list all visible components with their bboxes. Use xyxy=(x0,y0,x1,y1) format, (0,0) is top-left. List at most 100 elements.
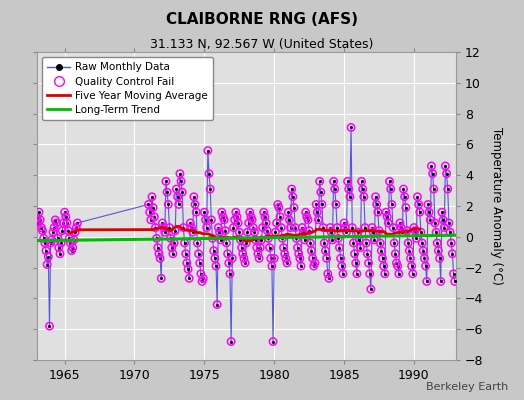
Point xyxy=(354,229,362,235)
Point xyxy=(180,240,189,246)
Point xyxy=(399,186,408,192)
Point xyxy=(190,194,198,200)
Point xyxy=(298,224,307,231)
Point xyxy=(151,224,160,231)
Point xyxy=(221,228,230,234)
Point xyxy=(256,244,265,251)
Point xyxy=(375,228,383,234)
Point xyxy=(275,204,283,211)
Point xyxy=(158,220,167,226)
Point xyxy=(72,224,81,231)
Point xyxy=(383,214,391,220)
Point xyxy=(321,248,330,254)
Point xyxy=(401,204,410,211)
Point xyxy=(49,229,57,235)
Point xyxy=(372,194,380,200)
Point xyxy=(148,194,156,200)
Point xyxy=(248,217,256,223)
Point xyxy=(339,270,347,277)
Point xyxy=(189,229,197,235)
Point xyxy=(429,170,437,177)
Point xyxy=(275,204,283,211)
Point xyxy=(219,214,227,220)
Point xyxy=(312,201,320,208)
Point xyxy=(193,240,202,246)
Point xyxy=(160,229,169,235)
Point xyxy=(387,186,395,192)
Point xyxy=(254,250,262,257)
Point xyxy=(439,217,447,223)
Point xyxy=(347,124,355,131)
Point xyxy=(51,217,60,223)
Point xyxy=(169,250,177,257)
Point xyxy=(335,244,344,251)
Point xyxy=(73,220,82,226)
Point xyxy=(385,178,394,184)
Point xyxy=(367,286,375,292)
Point xyxy=(54,244,63,251)
Point xyxy=(223,250,232,257)
Point xyxy=(195,260,204,266)
Point xyxy=(363,250,372,257)
Point xyxy=(318,201,326,208)
Point xyxy=(58,228,67,234)
Point xyxy=(178,189,187,195)
Point xyxy=(412,235,420,242)
Point xyxy=(193,240,202,246)
Point xyxy=(312,201,320,208)
Point xyxy=(370,237,378,243)
Point xyxy=(288,186,296,192)
Point xyxy=(436,278,445,285)
Point xyxy=(286,224,294,231)
Point xyxy=(293,244,302,251)
Point xyxy=(438,209,446,215)
Point xyxy=(214,224,223,231)
Point xyxy=(171,228,179,234)
Point xyxy=(267,255,275,262)
Point xyxy=(298,224,307,231)
Point xyxy=(36,217,45,223)
Legend: Raw Monthly Data, Quality Control Fail, Five Year Moving Average, Long-Term Tren: Raw Monthly Data, Quality Control Fail, … xyxy=(42,57,213,120)
Point xyxy=(171,228,179,234)
Point xyxy=(376,240,385,246)
Point xyxy=(325,275,333,282)
Point xyxy=(212,263,220,269)
Point xyxy=(233,214,241,220)
Point xyxy=(155,250,163,257)
Point xyxy=(165,224,173,231)
Point xyxy=(35,209,43,215)
Point xyxy=(390,240,398,246)
Point xyxy=(211,255,219,262)
Point xyxy=(232,209,240,215)
Point xyxy=(165,224,173,231)
Point xyxy=(337,263,346,269)
Point xyxy=(447,240,455,246)
Point xyxy=(258,224,267,231)
Point xyxy=(60,209,69,215)
Point xyxy=(210,248,218,254)
Point xyxy=(280,250,289,257)
Point xyxy=(59,220,68,226)
Point xyxy=(191,201,199,208)
Point xyxy=(47,240,55,246)
Point xyxy=(51,217,60,223)
Point xyxy=(408,263,416,269)
Point xyxy=(198,278,206,285)
Point xyxy=(397,224,406,231)
Point xyxy=(451,278,459,285)
Point xyxy=(374,209,382,215)
Point xyxy=(52,220,61,226)
Point xyxy=(387,186,395,192)
Point xyxy=(236,237,245,243)
Point xyxy=(225,260,233,266)
Point xyxy=(322,255,331,262)
Point xyxy=(345,186,353,192)
Point xyxy=(174,201,183,208)
Point xyxy=(220,217,228,223)
Point xyxy=(379,263,388,269)
Point xyxy=(159,224,168,231)
Point xyxy=(35,209,43,215)
Point xyxy=(292,235,301,242)
Point xyxy=(433,240,441,246)
Point xyxy=(311,260,319,266)
